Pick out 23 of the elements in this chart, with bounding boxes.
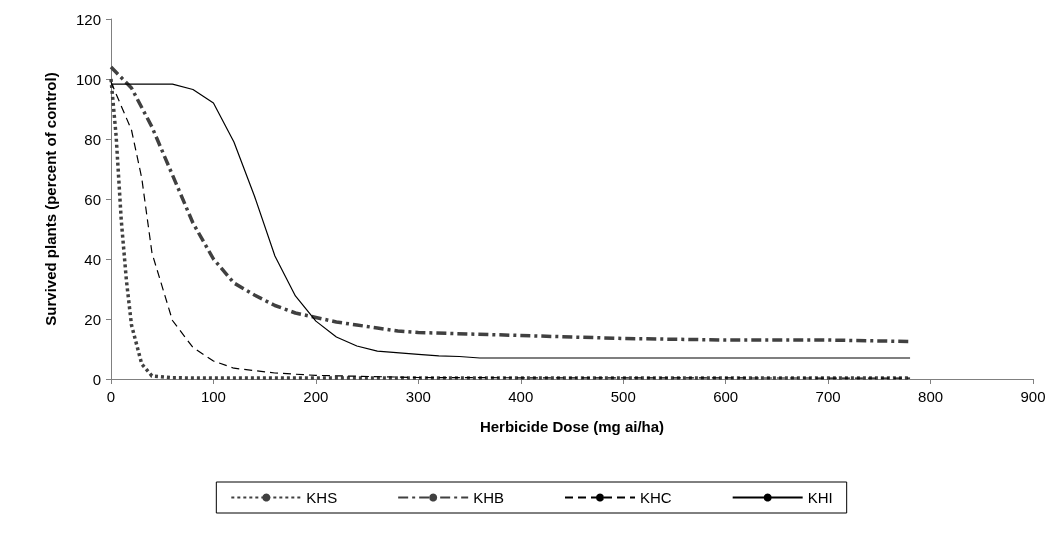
legend-label: KHS bbox=[306, 489, 338, 506]
x-tick-label: 100 bbox=[200, 388, 226, 405]
x-tick-label: 400 bbox=[508, 388, 534, 405]
x-tick-label: 700 bbox=[815, 388, 841, 405]
y-tick-label: 40 bbox=[84, 250, 101, 268]
x-tick-label: 200 bbox=[303, 388, 329, 405]
y-tick-label: 60 bbox=[84, 190, 101, 208]
x-tick-label: 800 bbox=[918, 388, 944, 405]
legend-label: KHB bbox=[473, 489, 505, 506]
y-tick-label: 80 bbox=[84, 130, 101, 148]
y-tick-label: 120 bbox=[75, 10, 101, 28]
legend-label: KHC bbox=[640, 489, 672, 506]
legend-label: KHI bbox=[807, 489, 833, 506]
x-tick-label: 500 bbox=[610, 388, 636, 405]
y-axis-title: Survived plants (percent of control) bbox=[41, 72, 59, 326]
x-tick-label: 300 bbox=[405, 388, 431, 405]
y-tick-label: 100 bbox=[75, 70, 101, 88]
y-tick-label: 20 bbox=[84, 310, 101, 328]
x-axis-title: Herbicide Dose (mg ai/ha) bbox=[479, 418, 665, 435]
x-tick-label: 0 bbox=[106, 388, 116, 405]
x-tick-label: 600 bbox=[713, 388, 739, 405]
y-tick-label: 0 bbox=[92, 370, 101, 388]
x-tick-label: 900 bbox=[1020, 388, 1046, 405]
